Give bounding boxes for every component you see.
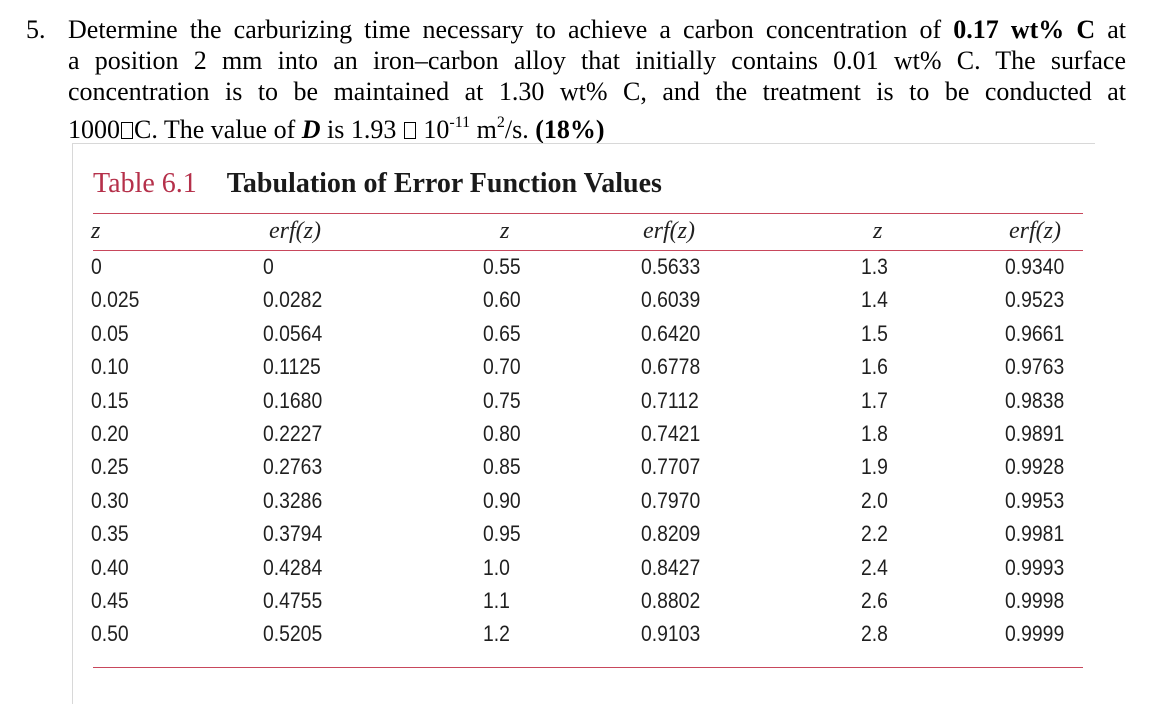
z-value-cell: 0.20: [91, 421, 129, 446]
points-percentage: (18%): [535, 115, 605, 144]
erf-value-cell: 0.0282: [263, 287, 323, 313]
z-value-cell: 0.70: [483, 354, 521, 380]
z-value-cell: 0.45: [91, 588, 129, 613]
z-value-cell: 1.3: [861, 254, 888, 279]
erf-value-cell: 0.5633: [641, 254, 701, 279]
z-value-cell: 0.60: [483, 287, 521, 313]
erf-value-cell: 0.6778: [641, 354, 701, 380]
missing-glyph-box: [121, 122, 133, 139]
erf-value-cell: 0.9928: [1005, 454, 1065, 480]
z-value-cell: 2.0: [861, 487, 888, 513]
z-value-cell: 1.2: [483, 621, 510, 647]
erf-value-cell: 0.7707: [641, 454, 701, 480]
erf-value-cell: 0.9340: [1005, 254, 1065, 279]
table-header-rule: [93, 250, 1083, 251]
erf-value-cell: 0.8802: [641, 588, 701, 613]
missing-glyph-box: [403, 122, 416, 139]
erf-value-cell: 0.9981: [1005, 521, 1065, 547]
header-erf-2: erf(z): [643, 218, 695, 244]
z-value-cell: 2.8: [861, 621, 888, 647]
erf-value-cell: 0: [263, 254, 274, 279]
z-value-cell: 0.25: [91, 454, 129, 480]
erf-value-cell: 0.1680: [263, 387, 323, 413]
error-function-table: Table 6.1 Tabulation of Error Function Va…: [72, 143, 1095, 704]
z-value-cell: 1.0: [483, 554, 510, 580]
z-value-cell: 0.75: [483, 387, 521, 413]
erf-value-cell: 0.2763: [263, 454, 323, 480]
diffusion-coefficient-symbol: D: [301, 115, 321, 144]
z-value-cell: 0.025: [91, 287, 140, 313]
z-value-cell: 1.7: [861, 387, 888, 413]
table-caption: Table 6.1 Tabulation of Error Function Va…: [93, 168, 662, 200]
erf-value-cell: 0.4755: [263, 588, 323, 613]
erf-value-cell: 0.9993: [1005, 554, 1065, 580]
erf-value-cell: 0.9891: [1005, 421, 1065, 446]
erf-value-cell: 0.2227: [263, 421, 323, 446]
problem-line-3: concentration is to be maintained at 1.3…: [68, 77, 1126, 106]
table-top-rule: [93, 213, 1083, 214]
erf-value-cell: 0.8427: [641, 554, 701, 580]
erf-value-cell: 0.9998: [1005, 588, 1065, 613]
header-z-3: z: [873, 218, 883, 244]
z-value-cell: 0.40: [91, 554, 129, 580]
z-value-cell: 1.4: [861, 287, 888, 313]
problem-number: 5.: [26, 15, 46, 44]
z-value-cell: 1.1: [483, 588, 510, 613]
erf-value-cell: 0.8209: [641, 521, 701, 547]
erf-value-cell: 0.3794: [263, 521, 323, 547]
problem-line-1: Determine the carburizing time necessary…: [68, 15, 1127, 44]
erf-value-cell: 0.9838: [1005, 387, 1065, 413]
z-value-cell: 2.6: [861, 588, 888, 613]
z-value-cell: 0.05: [91, 320, 129, 346]
z-value-cell: 0: [91, 254, 102, 279]
z-value-cell: 1.6: [861, 354, 888, 380]
z-value-cell: 0.30: [91, 487, 129, 513]
z-value-cell: 0.90: [483, 487, 521, 513]
header-z-1: z: [91, 218, 101, 244]
erf-value-cell: 0.4284: [263, 554, 323, 580]
z-value-cell: 1.8: [861, 421, 888, 446]
erf-value-cell: 0.0564: [263, 320, 323, 346]
z-value-cell: 0.10: [91, 354, 129, 380]
header-z-2: z: [500, 218, 510, 244]
header-erf-3: erf(z): [1009, 218, 1061, 244]
erf-value-cell: 0.3286: [263, 487, 323, 513]
erf-value-cell: 0.6039: [641, 287, 701, 313]
z-value-cell: 0.50: [91, 621, 129, 647]
z-value-cell: 0.65: [483, 320, 521, 346]
erf-value-cell: 0.1125: [263, 354, 321, 380]
table-title: Tabulation of Error Function Values: [226, 168, 662, 199]
z-value-cell: 0.55: [483, 254, 521, 279]
z-value-cell: 2.4: [861, 554, 888, 580]
erf-value-cell: 0.9999: [1005, 621, 1065, 647]
table-label: Table 6.1: [93, 168, 197, 199]
z-value-cell: 2.2: [861, 521, 888, 547]
z-value-cell: 1.5: [861, 320, 888, 346]
erf-value-cell: 0.5205: [263, 621, 323, 647]
z-value-cell: 0.80: [483, 421, 521, 446]
z-value-cell: 0.35: [91, 521, 129, 547]
z-value-cell: 0.15: [91, 387, 129, 413]
erf-value-cell: 0.9953: [1005, 487, 1065, 513]
table-bottom-rule: [93, 667, 1083, 668]
header-erf-1: erf(z): [269, 218, 321, 244]
erf-value-cell: 0.9763: [1005, 354, 1065, 380]
erf-value-cell: 0.9661: [1005, 320, 1065, 346]
erf-value-cell: 0.6420: [641, 320, 701, 346]
erf-value-cell: 0.7970: [641, 487, 701, 513]
erf-value-cell: 0.7421: [641, 421, 701, 446]
erf-value-cell: 0.7112: [641, 387, 699, 413]
target-concentration: 0.17 wt% C: [953, 15, 1096, 44]
problem-line-4: 1000 C. The value of D is 1.93 10-11 m2/s…: [68, 114, 605, 144]
erf-value-cell: 0.9523: [1005, 287, 1065, 313]
z-value-cell: 1.9: [861, 454, 888, 480]
erf-value-cell: 0.9103: [641, 621, 701, 647]
z-value-cell: 0.85: [483, 454, 521, 480]
z-value-cell: 0.95: [483, 521, 521, 547]
problem-line-2: a position 2 mm into an iron–carbon allo…: [68, 46, 1126, 75]
